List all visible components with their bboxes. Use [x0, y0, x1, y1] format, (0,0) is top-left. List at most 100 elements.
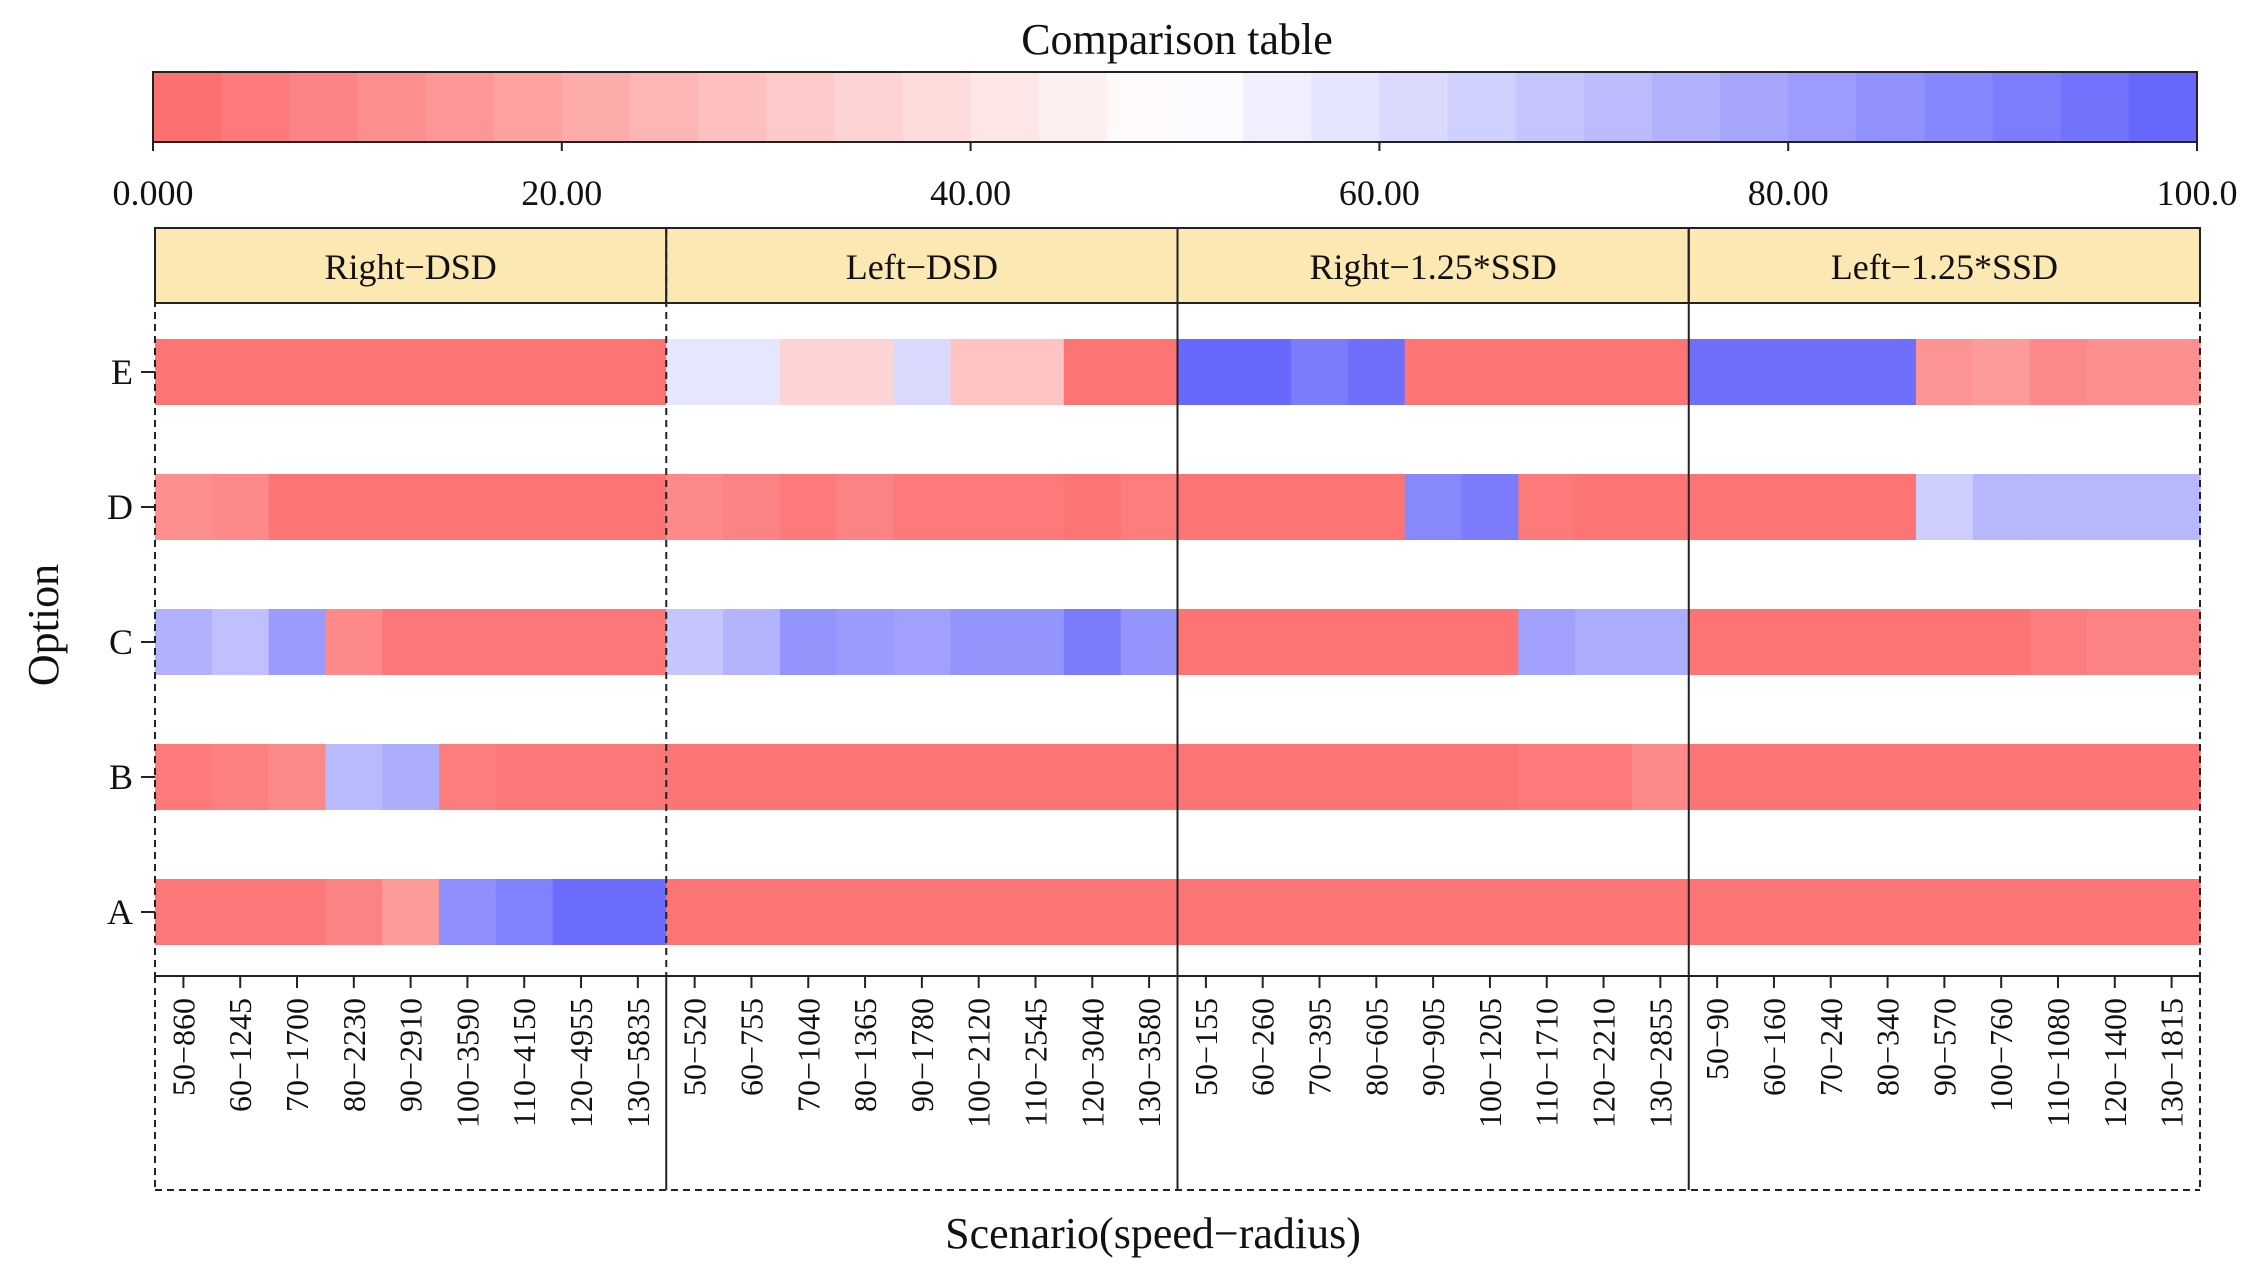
heatmap-cell — [779, 474, 838, 540]
heatmap-cell — [268, 474, 327, 540]
x-tick-label: 70−395 — [1302, 998, 1338, 1096]
colorbar-step — [834, 72, 904, 142]
colorbar: 0.000 20.00 40.00 60.00 80.00 100.0 — [113, 71, 2238, 213]
heatmap-cell — [211, 744, 270, 810]
heatmap-cell — [1007, 744, 1065, 810]
heatmap-cell — [1972, 339, 2031, 405]
heatmap-cell — [1575, 744, 1633, 810]
heatmap-cell — [2029, 474, 2088, 540]
heatmap-cell — [1575, 609, 1633, 675]
heatmap-cell — [268, 609, 327, 675]
heatmap-cell — [155, 879, 213, 945]
colorbar-tick-label: 60.00 — [1339, 173, 1420, 213]
x-tick-label: 100−2120 — [961, 998, 997, 1128]
heatmap-cell — [666, 339, 724, 405]
colorbar-step — [1583, 72, 1653, 142]
heatmap-cell — [1859, 744, 1917, 810]
heatmap-cell — [893, 339, 952, 405]
heatmap-cell — [666, 474, 724, 540]
heatmap-cell — [1063, 474, 1122, 540]
heatmap-cell — [211, 609, 270, 675]
heatmap-cell — [1007, 474, 1065, 540]
heatmap-cell — [779, 744, 838, 810]
heatmap-cell — [1347, 879, 1406, 945]
heatmap-cell — [1347, 339, 1406, 405]
heatmap-cell — [1859, 879, 1917, 945]
heatmap-cell — [1234, 474, 1292, 540]
panel-title: Right−DSD — [324, 247, 496, 287]
heatmap-cell — [1007, 879, 1065, 945]
heatmap-cell — [2143, 744, 2201, 810]
colorbar-tick-label: 20.00 — [521, 173, 602, 213]
x-tick-label: 110−1080 — [2040, 998, 2076, 1127]
heatmap-cell — [1688, 474, 1747, 540]
colorbar-step — [493, 72, 563, 142]
heatmap-cell — [1915, 474, 1974, 540]
heatmap-cell — [1234, 339, 1292, 405]
heatmap-cell — [1688, 339, 1747, 405]
colorbar-frame — [152, 71, 2198, 143]
heatmap-cell — [1575, 879, 1633, 945]
heatmap-cell — [382, 744, 440, 810]
heatmap-cell — [439, 339, 497, 405]
heatmap-cell — [1859, 474, 1917, 540]
heatmap-cell — [1120, 609, 1179, 675]
heatmap-cell — [552, 609, 611, 675]
heatmap-cell — [723, 744, 781, 810]
heatmap-cell — [382, 339, 440, 405]
heatmap-cell — [2086, 744, 2144, 810]
colorbar-step — [698, 72, 767, 142]
panel: Left−DSD 50−520 60−755 70−1040 80−1365 90−178… — [665, 227, 1179, 1128]
heatmap-cell — [325, 609, 384, 675]
heatmap-cell — [1063, 339, 1122, 405]
heatmap-cell — [1915, 609, 1974, 675]
heatmap-cell — [1404, 339, 1463, 405]
x-tick-label: 70−1040 — [790, 998, 826, 1112]
y-tick-label: A — [107, 892, 133, 932]
heatmap-cell — [1631, 339, 1690, 405]
x-tick-label: 80−340 — [1870, 998, 1906, 1096]
heatmap-cell — [2143, 339, 2201, 405]
heatmap-cell — [1347, 474, 1406, 540]
chart-title: Comparison table — [1021, 15, 1333, 64]
heatmap-cell — [439, 879, 497, 945]
x-tick-label: 110−4150 — [506, 998, 542, 1127]
heatmap-cell — [1915, 879, 1974, 945]
heatmap-cell — [211, 474, 270, 540]
heatmap-cell — [1120, 474, 1179, 540]
heatmap-cell — [893, 879, 952, 945]
heatmap-cell — [1120, 744, 1179, 810]
heatmap-cell — [1291, 474, 1349, 540]
heatmap-cell — [950, 474, 1008, 540]
heatmap-cell — [609, 744, 668, 810]
heatmap-cell — [609, 609, 668, 675]
colorbar-step — [1720, 72, 1789, 142]
heatmap-cell — [439, 609, 497, 675]
heatmap-cell — [495, 744, 554, 810]
colorbar-step — [1311, 72, 1380, 142]
colorbar-step — [1038, 72, 1108, 142]
heatmap-cell — [666, 744, 724, 810]
heatmap-cell — [439, 744, 497, 810]
colorbar-step — [1447, 72, 1517, 142]
panel-title: Left−1.25*SSD — [1831, 247, 2058, 287]
heatmap-cell — [1802, 744, 1860, 810]
heatmap-cell — [495, 879, 554, 945]
heatmap-cell — [1972, 474, 2031, 540]
heatmap-cell — [666, 879, 724, 945]
heatmap-cell — [382, 474, 440, 540]
x-tick-label: 80−2230 — [336, 998, 372, 1112]
colorbar-step — [221, 72, 290, 142]
colorbar-step — [1243, 72, 1312, 142]
x-tick-label: 130−5835 — [620, 998, 656, 1128]
heatmap-cell — [836, 744, 895, 810]
heatmap-cell — [1461, 744, 1520, 810]
heatmap-cell — [1745, 609, 1804, 675]
heatmap-cell — [609, 879, 668, 945]
heatmap-cell — [893, 609, 952, 675]
x-tick-label: 70−1700 — [279, 998, 315, 1112]
heatmap-cell — [950, 879, 1008, 945]
heatmap-cell — [2029, 744, 2088, 810]
x-tick-label: 50−860 — [165, 998, 201, 1096]
